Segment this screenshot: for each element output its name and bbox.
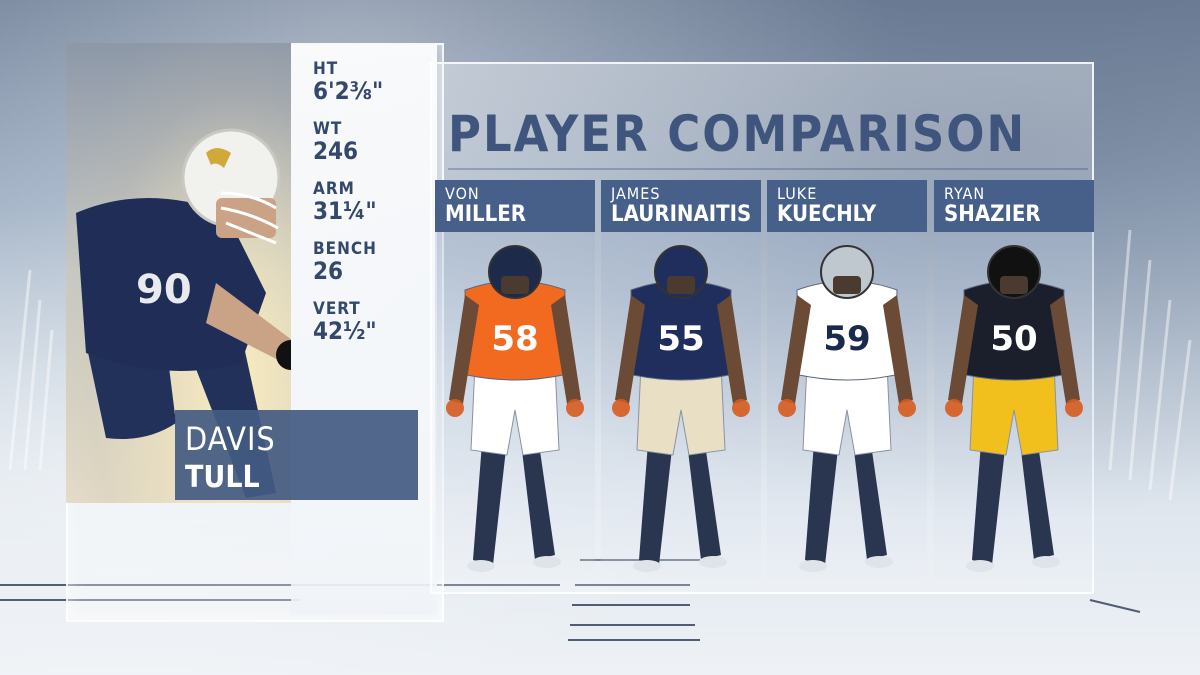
- comparison-column: RYAN SHAZIER 50: [934, 180, 1094, 580]
- comparison-last-name: MILLER: [445, 202, 527, 227]
- player-name-plate: DAVIS TULL: [175, 410, 418, 500]
- comparison-first-name: JAMES: [611, 184, 661, 203]
- title-divider: [448, 168, 1088, 170]
- comparison-column: VON MILLER 58: [435, 180, 595, 580]
- stat-value: 31¼": [313, 197, 377, 225]
- stat-value: 42½": [313, 317, 377, 345]
- svg-text:50: 50: [990, 319, 1037, 359]
- stat-arm: ARM 31¼": [313, 179, 377, 225]
- stat-height: HT 6'2⅜": [313, 59, 383, 105]
- comparison-header: LUKE KUECHLY: [767, 180, 927, 232]
- stat-label: WT: [313, 119, 343, 139]
- player-figure: 59: [778, 245, 916, 572]
- svg-text:90: 90: [136, 267, 192, 313]
- player-figure: 55: [612, 245, 750, 572]
- player-first-name: DAVIS: [185, 420, 276, 458]
- stat-value: 6'2⅜": [313, 77, 384, 105]
- comparison-header: JAMES LAURINAITIS: [601, 180, 761, 232]
- stat-bench: BENCH 26: [313, 239, 377, 285]
- stats-panel: HT 6'2⅜" WT 246 ARM 31¼" BENCH 26 VERT 4…: [291, 45, 437, 615]
- svg-text:58: 58: [491, 319, 538, 359]
- comparison-header: VON MILLER: [435, 180, 595, 232]
- player-last-name: TULL: [185, 460, 260, 495]
- comparison-first-name: VON: [445, 184, 480, 203]
- comparison-last-name: SHAZIER: [944, 202, 1041, 227]
- comparison-header: RYAN SHAZIER: [934, 180, 1094, 232]
- stat-value: 246: [313, 137, 359, 165]
- comparison-last-name: KUECHLY: [777, 202, 877, 227]
- svg-text:55: 55: [657, 319, 704, 359]
- stat-vert: VERT 42½": [313, 299, 377, 345]
- board-title: PLAYER COMPARISON: [448, 105, 1027, 163]
- player-figure: 50: [945, 245, 1083, 572]
- stat-value: 26: [313, 257, 344, 285]
- comparison-last-name: LAURINAITIS: [611, 202, 752, 227]
- comparison-column: JAMES LAURINAITIS 55: [601, 180, 761, 580]
- comparison-column: LUKE KUECHLY 59: [767, 180, 927, 580]
- player-figure: 90: [76, 128, 291, 498]
- stat-label: BENCH: [313, 239, 377, 259]
- comparison-first-name: LUKE: [777, 184, 818, 203]
- stat-label: VERT: [313, 299, 361, 319]
- stat-label: HT: [313, 59, 339, 79]
- stat-label: ARM: [313, 179, 355, 199]
- player-figure: 58: [446, 245, 584, 572]
- svg-text:59: 59: [823, 319, 870, 359]
- comparison-first-name: RYAN: [944, 184, 986, 203]
- stat-weight: WT 246: [313, 119, 358, 165]
